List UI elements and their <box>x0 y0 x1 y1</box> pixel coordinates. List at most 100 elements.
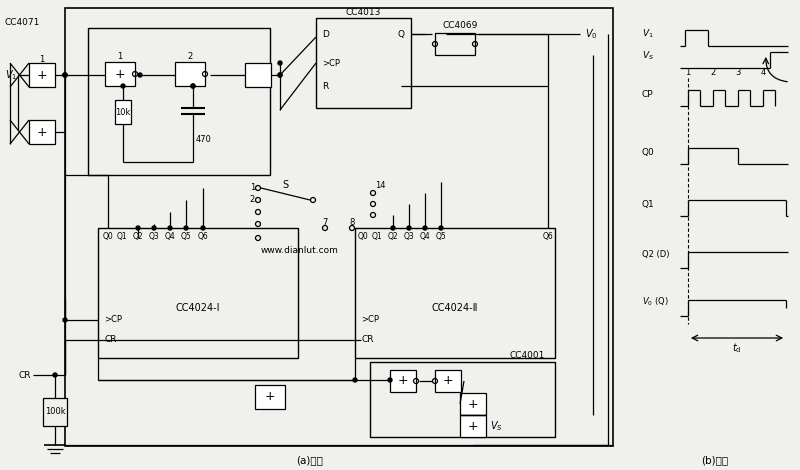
Circle shape <box>184 226 188 230</box>
Text: 1: 1 <box>39 55 45 63</box>
Bar <box>29 120 55 144</box>
Text: (b)波形: (b)波形 <box>702 455 729 465</box>
Text: Q5: Q5 <box>436 232 446 241</box>
Text: >CP: >CP <box>322 58 340 68</box>
Text: CR: CR <box>361 336 374 345</box>
Text: $V_S$: $V_S$ <box>642 50 654 62</box>
Text: 2: 2 <box>250 196 255 204</box>
Text: 1: 1 <box>250 183 255 193</box>
Text: 470: 470 <box>196 135 212 144</box>
Circle shape <box>278 73 282 77</box>
Circle shape <box>439 226 443 230</box>
Text: 100k: 100k <box>45 407 66 416</box>
Circle shape <box>138 73 142 77</box>
Circle shape <box>191 84 195 88</box>
Circle shape <box>423 226 427 230</box>
Text: Q0: Q0 <box>102 232 114 241</box>
Circle shape <box>191 84 195 88</box>
Text: +: + <box>468 420 478 432</box>
Circle shape <box>168 226 172 230</box>
Text: Q2: Q2 <box>388 232 398 241</box>
Text: 2: 2 <box>710 68 716 77</box>
Text: CR: CR <box>18 370 30 379</box>
Text: S: S <box>282 180 288 190</box>
Bar <box>98 228 298 358</box>
Text: www.dianlut.com: www.dianlut.com <box>261 245 339 254</box>
Circle shape <box>407 226 411 230</box>
Text: Q6: Q6 <box>198 232 208 241</box>
Bar <box>460 393 486 415</box>
Text: Q3: Q3 <box>149 232 159 241</box>
Text: CC4071: CC4071 <box>4 17 40 26</box>
Text: Q2 (D): Q2 (D) <box>642 250 670 259</box>
Text: +: + <box>398 375 408 387</box>
Bar <box>105 62 135 86</box>
Text: $t_\mathrm{d}$: $t_\mathrm{d}$ <box>732 341 742 355</box>
Text: Q1: Q1 <box>372 232 382 241</box>
Text: $V_S$: $V_S$ <box>490 419 502 433</box>
Text: +: + <box>468 398 478 410</box>
Circle shape <box>201 226 205 230</box>
Text: CC4001: CC4001 <box>510 352 545 360</box>
Text: $V_1$: $V_1$ <box>642 28 654 40</box>
Circle shape <box>63 73 67 77</box>
Text: Q1: Q1 <box>117 232 127 241</box>
Text: 2: 2 <box>187 52 193 61</box>
Text: CC4024-Ⅰ: CC4024-Ⅰ <box>176 303 220 313</box>
Text: 1: 1 <box>118 52 122 61</box>
Text: R: R <box>322 81 328 91</box>
Bar <box>390 370 416 392</box>
Bar <box>435 370 461 392</box>
Bar <box>88 28 270 175</box>
Text: CP: CP <box>642 89 654 99</box>
Text: +: + <box>114 68 126 80</box>
Circle shape <box>353 378 357 382</box>
Circle shape <box>63 318 67 322</box>
Text: Q: Q <box>398 30 405 39</box>
Circle shape <box>278 73 282 77</box>
Text: >CP: >CP <box>361 315 379 324</box>
Text: CC4013: CC4013 <box>346 8 381 16</box>
Bar <box>435 33 475 55</box>
Text: 7: 7 <box>322 218 328 227</box>
Text: +: + <box>265 391 275 404</box>
Text: Q5: Q5 <box>181 232 191 241</box>
Text: CC4069: CC4069 <box>442 21 478 30</box>
Text: $V_0$ (Q): $V_0$ (Q) <box>642 296 669 308</box>
Circle shape <box>63 73 67 77</box>
Circle shape <box>63 73 67 77</box>
Circle shape <box>391 226 395 230</box>
Bar <box>29 63 55 87</box>
Text: CC4024-Ⅱ: CC4024-Ⅱ <box>432 303 478 313</box>
Bar <box>355 228 555 358</box>
Circle shape <box>136 226 140 230</box>
Text: +: + <box>442 375 454 387</box>
Bar <box>65 8 613 446</box>
Circle shape <box>388 378 392 382</box>
Bar <box>255 385 285 409</box>
Text: Q6: Q6 <box>542 232 554 241</box>
Text: Q1: Q1 <box>642 199 654 209</box>
Bar <box>245 63 271 87</box>
Text: Q3: Q3 <box>404 232 414 241</box>
Text: Q2: Q2 <box>133 232 143 241</box>
Bar <box>175 62 205 86</box>
Text: D: D <box>322 30 329 39</box>
Text: 4: 4 <box>760 68 766 77</box>
Text: $V_0$: $V_0$ <box>585 27 598 41</box>
Text: Q4: Q4 <box>165 232 175 241</box>
Circle shape <box>278 61 282 65</box>
Text: Q0: Q0 <box>358 232 368 241</box>
Text: 3: 3 <box>735 68 741 77</box>
Text: Q4: Q4 <box>420 232 430 241</box>
Circle shape <box>121 84 125 88</box>
Circle shape <box>53 373 57 377</box>
Text: (a)电路: (a)电路 <box>297 455 323 465</box>
Text: +: + <box>37 69 47 81</box>
Bar <box>460 415 486 437</box>
Bar <box>316 18 411 108</box>
Circle shape <box>152 226 156 230</box>
Text: CR: CR <box>104 336 117 345</box>
Text: +: + <box>37 125 47 139</box>
Bar <box>370 362 555 437</box>
